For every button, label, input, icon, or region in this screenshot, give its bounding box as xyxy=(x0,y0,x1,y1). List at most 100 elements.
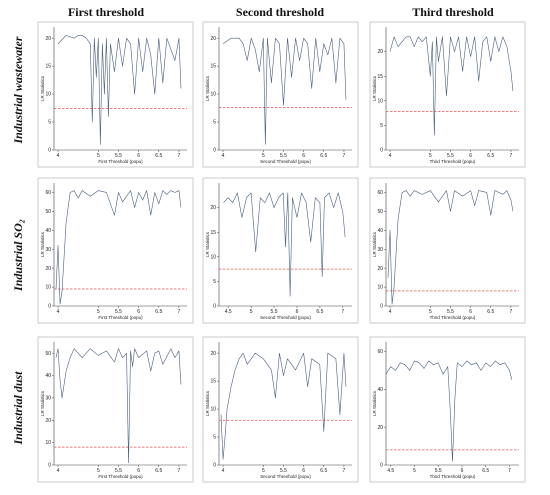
panel-frame xyxy=(202,21,359,168)
chart-panel: 4.5 5 5.5 6 6.5 7 0 20 40 60 Third Threshold (popu… xyxy=(369,336,526,483)
row-title-dust: Industrial dust xyxy=(11,371,25,446)
figure-headers: First threshold Second threshold Third t… xyxy=(11,5,494,446)
y-tick-label: 10 xyxy=(377,98,383,104)
y-tick-label: 20 xyxy=(210,351,216,357)
x-axis-label: First Threshold (popu) xyxy=(98,474,143,479)
y-axis-label: LR Statistics xyxy=(205,231,210,257)
x-tick-label: 6.5 xyxy=(487,309,494,315)
y-tick-label: 10 xyxy=(45,285,51,291)
panel-frame xyxy=(37,177,194,324)
y-tick-label: 20 xyxy=(377,425,383,431)
y-tick-label: 0 xyxy=(380,304,383,310)
column-title-second: Second threshold xyxy=(236,5,324,19)
x-tick-label: 5 xyxy=(262,468,265,474)
x-axis-label: Third Threshold (popu) xyxy=(430,159,476,164)
y-tick-label: 20 xyxy=(45,266,51,272)
x-axis-label: Third Threshold (popu) xyxy=(430,315,476,320)
x-axis-label: Third Threshold (popu) xyxy=(430,474,476,479)
y-tick-label: 5 xyxy=(48,120,51,126)
y-tick-label: 20 xyxy=(45,418,51,424)
y-tick-label: 20 xyxy=(45,36,51,42)
x-tick-label: 6 xyxy=(302,153,305,159)
column-title-third: Third threshold xyxy=(412,5,494,19)
y-tick-label: 0 xyxy=(213,304,216,310)
y-tick-label: 30 xyxy=(377,247,383,253)
x-tick-label: 5.5 xyxy=(447,153,454,159)
y-tick-label: 10 xyxy=(45,440,51,446)
chart-panel: 4 5 5.5 6 6.5 7 0 5 10 15 20 First Threshold (popu)… xyxy=(37,21,194,168)
y-tick-label: 15 xyxy=(45,64,51,70)
x-tick-label: 6.5 xyxy=(155,468,162,474)
x-tick-label: 7 xyxy=(178,309,181,315)
y-axis-label: LR Statistics xyxy=(205,75,210,101)
y-tick-label: 0 xyxy=(213,463,216,469)
y-tick-label: 60 xyxy=(377,190,383,196)
x-tick-label: 5 xyxy=(429,309,432,315)
y-tick-label: 40 xyxy=(377,228,383,234)
x-tick-label: 7 xyxy=(510,153,513,159)
row-title-wastewater: Industrial wastewater xyxy=(11,36,25,144)
y-axis-label: LR Statistics xyxy=(40,390,45,416)
x-axis-label: First Threshold (popu) xyxy=(98,159,143,164)
lr-statistic-line xyxy=(385,360,513,462)
y-tick-label: 5 xyxy=(380,123,383,129)
x-tick-label: 5.5 xyxy=(115,153,122,159)
x-tick-label: 5 xyxy=(413,468,416,474)
panel-frame xyxy=(202,336,359,483)
y-axis-label: LR Statistics xyxy=(372,390,377,416)
x-tick-label: 5.5 xyxy=(115,309,122,315)
x-tick-label: 5 xyxy=(97,153,100,159)
lr-statistic-line xyxy=(389,36,514,136)
y-tick-label: 0 xyxy=(48,463,51,469)
y-axis-label: LR Statistics xyxy=(372,75,377,101)
y-tick-label: 0 xyxy=(48,304,51,310)
x-tick-label: 5.5 xyxy=(271,309,278,315)
column-title-first: First threshold xyxy=(68,5,144,19)
panel-frame xyxy=(37,21,194,168)
y-tick-label: 10 xyxy=(377,285,383,291)
y-tick-label: 15 xyxy=(210,230,216,236)
y-tick-label: 30 xyxy=(45,396,51,402)
x-tick-label: 4 xyxy=(57,153,60,159)
y-tick-label: 40 xyxy=(45,373,51,379)
x-tick-label: 6.5 xyxy=(316,309,323,315)
chart-panel: 4 5 5.5 6 6.5 7 0 5 10 15 20 Second Threshold (popu… xyxy=(202,21,359,168)
y-tick-label: 5 xyxy=(213,120,216,126)
y-tick-label: 0 xyxy=(380,463,383,469)
row-title-so2: Industrial SO₂ xyxy=(11,219,25,292)
x-tick-label: 4 xyxy=(389,309,392,315)
x-tick-label: 4.5 xyxy=(387,468,394,474)
y-tick-label: 40 xyxy=(45,228,51,234)
x-axis-label: Second Threshold (popu) xyxy=(260,315,311,320)
y-tick-label: 30 xyxy=(45,247,51,253)
y-tick-label: 50 xyxy=(377,209,383,215)
x-tick-label: 4 xyxy=(389,153,392,159)
x-tick-label: 5 xyxy=(97,468,100,474)
chart-panel: 4 5 5.5 6 6.5 7 0 10 20 30 40 50 60 First Threshold (… xyxy=(37,177,194,324)
x-tick-label: 6.5 xyxy=(320,153,327,159)
x-axis-label: Second Threshold (popu) xyxy=(260,159,311,164)
lr-statistic-line xyxy=(220,352,347,460)
panel-frame xyxy=(369,336,526,483)
panel-frame xyxy=(37,336,194,483)
x-tick-label: 6 xyxy=(469,309,472,315)
x-tick-label: 7 xyxy=(178,153,181,159)
lr-statistic-line xyxy=(223,192,346,297)
x-tick-label: 5 xyxy=(97,309,100,315)
lr-statistic-line xyxy=(55,190,182,305)
y-tick-label: 20 xyxy=(377,266,383,272)
y-axis-label: LR Statistics xyxy=(205,390,210,416)
x-tick-label: 5.5 xyxy=(435,468,442,474)
y-axis-label: LR Statistics xyxy=(372,231,377,257)
y-tick-label: 50 xyxy=(45,209,51,215)
y-tick-label: 15 xyxy=(377,74,383,80)
y-tick-label: 60 xyxy=(45,190,51,196)
lr-statistic-line xyxy=(57,35,182,145)
y-tick-label: 40 xyxy=(377,387,383,393)
y-tick-label: 10 xyxy=(45,92,51,98)
x-tick-label: 5 xyxy=(429,153,432,159)
y-tick-label: 50 xyxy=(45,351,51,357)
y-tick-label: 10 xyxy=(210,254,216,260)
chart-panel: 4 5 5.5 6 6.5 7 0 5 10 15 20 Third Threshold (popu)… xyxy=(369,21,526,168)
x-tick-label: 7 xyxy=(343,468,346,474)
